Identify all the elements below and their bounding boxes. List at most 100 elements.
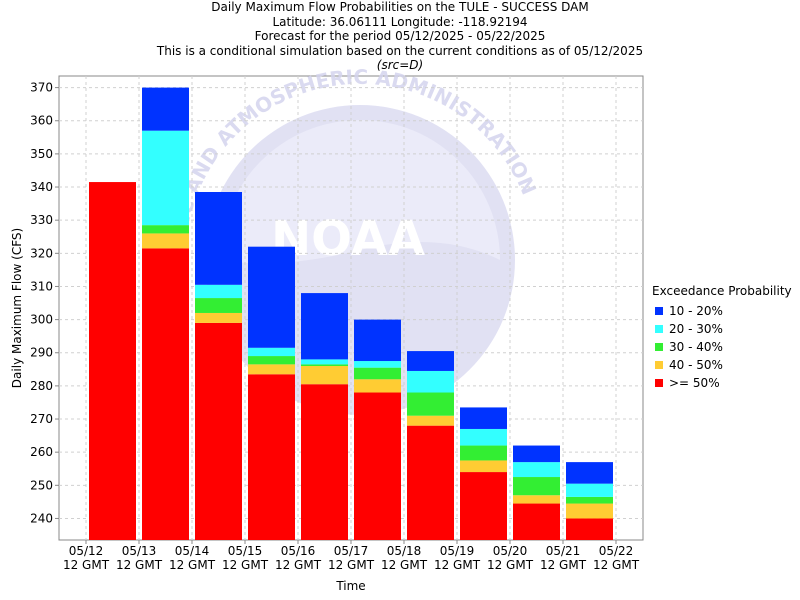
- legend-swatch: [655, 379, 663, 387]
- bar-segment: [407, 425, 454, 540]
- bar-segment: [460, 472, 507, 540]
- x-tick-label-date: 05/14: [175, 544, 210, 558]
- bar-segment: [142, 130, 189, 226]
- x-tick-label-time: 12 GMT: [540, 558, 587, 572]
- legend-label: >= 50%: [669, 376, 720, 390]
- bar-segment: [248, 364, 295, 375]
- bar-segment: [566, 518, 613, 540]
- x-tick-label-date: 05/18: [387, 544, 422, 558]
- bar-segment: [301, 384, 348, 540]
- y-axis: 240 250 260 270 280 290 300 310 320 330 340 350 360 3…: [30, 81, 59, 525]
- y-axis-label: Daily Maximum Flow (CFS): [10, 228, 24, 388]
- bar-segment: [407, 392, 454, 416]
- y-tick-label: 370: [30, 81, 53, 95]
- x-tick-label-date: 05/22: [599, 544, 634, 558]
- y-tick-label: 250: [30, 478, 53, 492]
- bar-segment: [195, 284, 242, 299]
- legend-swatch: [655, 307, 663, 315]
- bar-segment: [248, 347, 295, 357]
- bar-segment: [301, 366, 348, 385]
- legend-label: 10 - 20%: [669, 304, 723, 318]
- chart-titles: Daily Maximum Flow Probabilities on the …: [0, 0, 800, 73]
- chart-title: Daily Maximum Flow Probabilities on the …: [211, 0, 589, 14]
- x-axis-label: Time: [335, 579, 365, 593]
- bar-segment: [195, 322, 242, 540]
- bar-segment: [354, 319, 401, 362]
- legend-item: 30 - 40%: [652, 338, 792, 356]
- bar-segment: [301, 293, 348, 360]
- legend-swatch: [655, 343, 663, 351]
- legend-item: 20 - 30%: [652, 320, 792, 338]
- bar-segment: [142, 233, 189, 249]
- x-tick-label-time: 12 GMT: [169, 558, 216, 572]
- bar-segment: [354, 361, 401, 368]
- x-tick-label-date: 05/13: [122, 544, 157, 558]
- x-tick-label-date: 05/16: [281, 544, 316, 558]
- bar-segment: [354, 392, 401, 540]
- x-tick-label-time: 12 GMT: [328, 558, 375, 572]
- noaa-logo-bird: [220, 120, 500, 264]
- bar-segment: [248, 374, 295, 540]
- chart-subtitle-conditions: This is a conditional simulation based o…: [156, 43, 644, 58]
- bar-segment: [566, 496, 613, 504]
- legend-swatch: [655, 325, 663, 333]
- legend-label: 20 - 30%: [669, 322, 723, 336]
- chart-subtitle-period: Forecast for the period 05/12/2025 - 05/…: [254, 29, 546, 43]
- y-tick-label: 320: [30, 246, 53, 260]
- bar-segment: [354, 367, 401, 380]
- x-tick-label-time: 12 GMT: [434, 558, 481, 572]
- x-tick-label-time: 12 GMT: [222, 558, 269, 572]
- bar-segment: [513, 503, 560, 540]
- bar-segment: [301, 364, 348, 366]
- chart-source-note: (src=D): [376, 58, 424, 72]
- y-tick-label: 350: [30, 147, 53, 161]
- x-tick-label-date: 05/17: [334, 544, 369, 558]
- x-tick-label-time: 12 GMT: [381, 558, 428, 572]
- y-tick-label: 240: [30, 511, 53, 525]
- bar-segment: [460, 407, 507, 429]
- bar-segment: [460, 460, 507, 473]
- x-tick-label-date: 05/15: [228, 544, 263, 558]
- legend-label: 30 - 40%: [669, 340, 723, 354]
- y-tick-label: 310: [30, 279, 53, 293]
- bar-segment: [248, 356, 295, 365]
- bar-segment: [301, 359, 348, 365]
- bar-segment: [460, 428, 507, 446]
- legend-item: 10 - 20%: [652, 302, 792, 320]
- legend-item: 40 - 50%: [652, 356, 792, 374]
- bar-segment: [142, 248, 189, 541]
- bar-segment: [407, 351, 454, 371]
- legend: Exceedance Probability 10 - 20% 20 - 30%…: [652, 284, 792, 392]
- y-tick-label: 290: [30, 346, 53, 360]
- x-tick-label-time: 12 GMT: [116, 558, 163, 572]
- bar-segment: [513, 445, 560, 463]
- y-tick-label: 340: [30, 180, 53, 194]
- x-tick-label-date: 05/20: [493, 544, 528, 558]
- bar-segment: [407, 415, 454, 426]
- y-tick-label: 270: [30, 412, 53, 426]
- bars: [89, 87, 613, 541]
- bar-segment: [142, 225, 189, 234]
- bar-segment: [354, 379, 401, 393]
- x-tick-label-time: 12 GMT: [275, 558, 322, 572]
- x-tick-label-time: 12 GMT: [593, 558, 640, 572]
- bar-segment: [566, 462, 613, 484]
- y-tick-label: 330: [30, 213, 53, 227]
- x-tick-label-date: 05/21: [546, 544, 581, 558]
- bar-segment: [566, 503, 613, 519]
- bar-segment: [248, 246, 295, 348]
- bar-segment: [142, 87, 189, 131]
- x-tick-label-date: 05/19: [440, 544, 475, 558]
- y-tick-label: 300: [30, 313, 53, 327]
- legend-title: Exceedance Probability: [652, 284, 792, 298]
- bar-segment: [460, 445, 507, 461]
- y-tick-label: 360: [30, 114, 53, 128]
- bar-segment: [513, 462, 560, 478]
- x-tick-label-time: 12 GMT: [487, 558, 534, 572]
- legend-label: 40 - 50%: [669, 358, 723, 372]
- x-tick-label-time: 12 GMT: [63, 558, 110, 572]
- y-tick-label: 280: [30, 379, 53, 393]
- bar-segment: [513, 495, 560, 504]
